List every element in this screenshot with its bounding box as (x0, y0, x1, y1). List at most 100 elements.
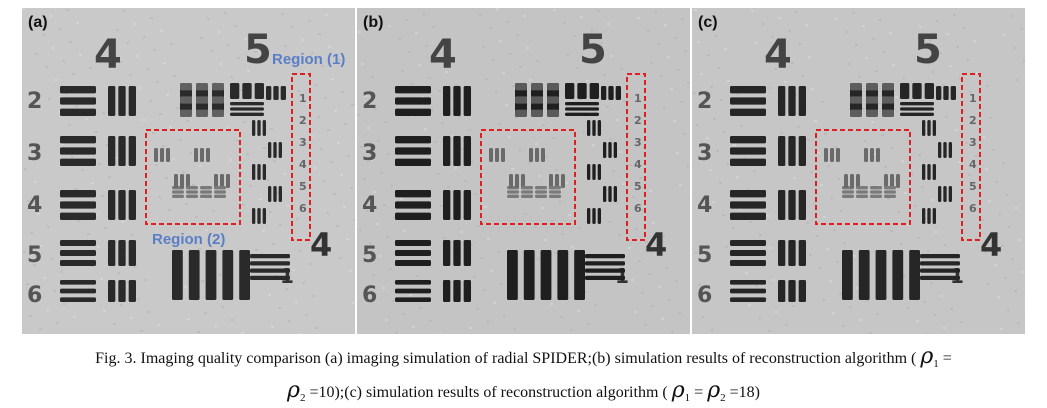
bar-group (730, 280, 766, 302)
noise-speck (864, 140, 867, 142)
noise-speck (176, 107, 179, 109)
noise-speck (441, 122, 444, 124)
noise-speck (840, 210, 843, 212)
bar (60, 240, 96, 246)
noise-speck (442, 39, 445, 41)
noise-speck (960, 321, 963, 323)
noise-speck (56, 322, 59, 324)
noise-speck (195, 216, 198, 218)
bar (254, 83, 264, 99)
bar (535, 186, 547, 190)
bar (565, 112, 599, 116)
noise-speck (388, 25, 391, 27)
bar (603, 142, 607, 158)
noise-speck (305, 314, 308, 316)
noise-speck (298, 333, 301, 334)
group-digit: 3 (969, 136, 977, 149)
bar-group (200, 186, 212, 198)
bar (443, 190, 451, 220)
noise-speck (468, 129, 471, 131)
noise-speck (843, 242, 846, 244)
bar-group (108, 280, 136, 302)
noise-speck (764, 55, 767, 57)
group-number-4-small: 4 (645, 226, 667, 264)
bar (950, 86, 956, 100)
noise-speck (46, 309, 49, 311)
noise-speck (495, 91, 498, 93)
noise-speck (42, 34, 45, 36)
noise-speck (392, 300, 395, 302)
noise-speck (882, 51, 885, 53)
bar (549, 174, 553, 188)
noise-speck (821, 101, 824, 103)
noise-speck (482, 46, 485, 48)
noise-speck (1001, 245, 1004, 247)
bar (395, 97, 431, 105)
noise-speck (934, 231, 937, 233)
bar (395, 288, 431, 294)
noise-speck (185, 203, 188, 205)
group-digit: 5 (634, 180, 642, 193)
noise-speck (795, 11, 798, 13)
noise-speck (529, 79, 532, 81)
noise-speck (58, 111, 61, 113)
bar-group (778, 280, 806, 302)
noise-speck (508, 136, 511, 138)
bar (230, 107, 264, 111)
bar (870, 190, 882, 194)
bar-group (856, 186, 868, 198)
noise-speck (973, 40, 976, 42)
noise-speck (189, 152, 192, 154)
bar (920, 275, 960, 280)
noise-speck (370, 159, 373, 161)
noise-speck (119, 61, 122, 63)
noise-speck (833, 229, 836, 231)
noise-speck (221, 306, 224, 308)
noise-speck (664, 24, 667, 26)
noise-speck (390, 185, 393, 187)
noise-speck (455, 84, 458, 86)
noise-speck (945, 116, 948, 118)
bar-group (529, 148, 545, 162)
bar (180, 109, 224, 117)
panel-a: 454123456123456 (a) (22, 8, 355, 334)
noise-speck (351, 104, 354, 106)
noise-speck (408, 51, 411, 53)
noise-speck (292, 269, 295, 271)
noise-speck (364, 95, 367, 97)
noise-speck (309, 263, 312, 265)
bar (882, 83, 894, 117)
bar (924, 83, 934, 99)
noise-speck (321, 65, 324, 67)
bar (60, 108, 96, 116)
noise-speck (315, 327, 318, 329)
bar-group (521, 186, 533, 198)
noise-speck (289, 237, 292, 239)
noise-speck (822, 299, 825, 301)
noise-speck (325, 14, 328, 16)
noise-speck (425, 45, 428, 47)
noise-speck (284, 45, 287, 47)
bar (842, 190, 854, 194)
noise-speck (668, 299, 671, 301)
noise-speck (884, 166, 887, 168)
bar (200, 186, 212, 190)
noise-speck (1000, 328, 1003, 330)
noise-speck (49, 15, 52, 17)
noise-speck (317, 116, 320, 118)
noise-speck (811, 88, 814, 90)
bar (395, 201, 431, 209)
caption-line-2: ρ2 =10);(c) simulation results of recons… (0, 378, 1047, 404)
noise-speck (916, 320, 919, 322)
noise-speck (689, 197, 690, 199)
noise-speck (560, 316, 563, 318)
bar (463, 240, 471, 266)
noise-speck (561, 233, 564, 235)
bar-group (938, 186, 952, 202)
group-number-4: 4 (764, 32, 792, 78)
noise-speck (266, 179, 269, 181)
bar-group (778, 240, 806, 266)
bar (188, 250, 200, 300)
noise-speck (602, 157, 605, 159)
noise-speck (726, 163, 729, 165)
